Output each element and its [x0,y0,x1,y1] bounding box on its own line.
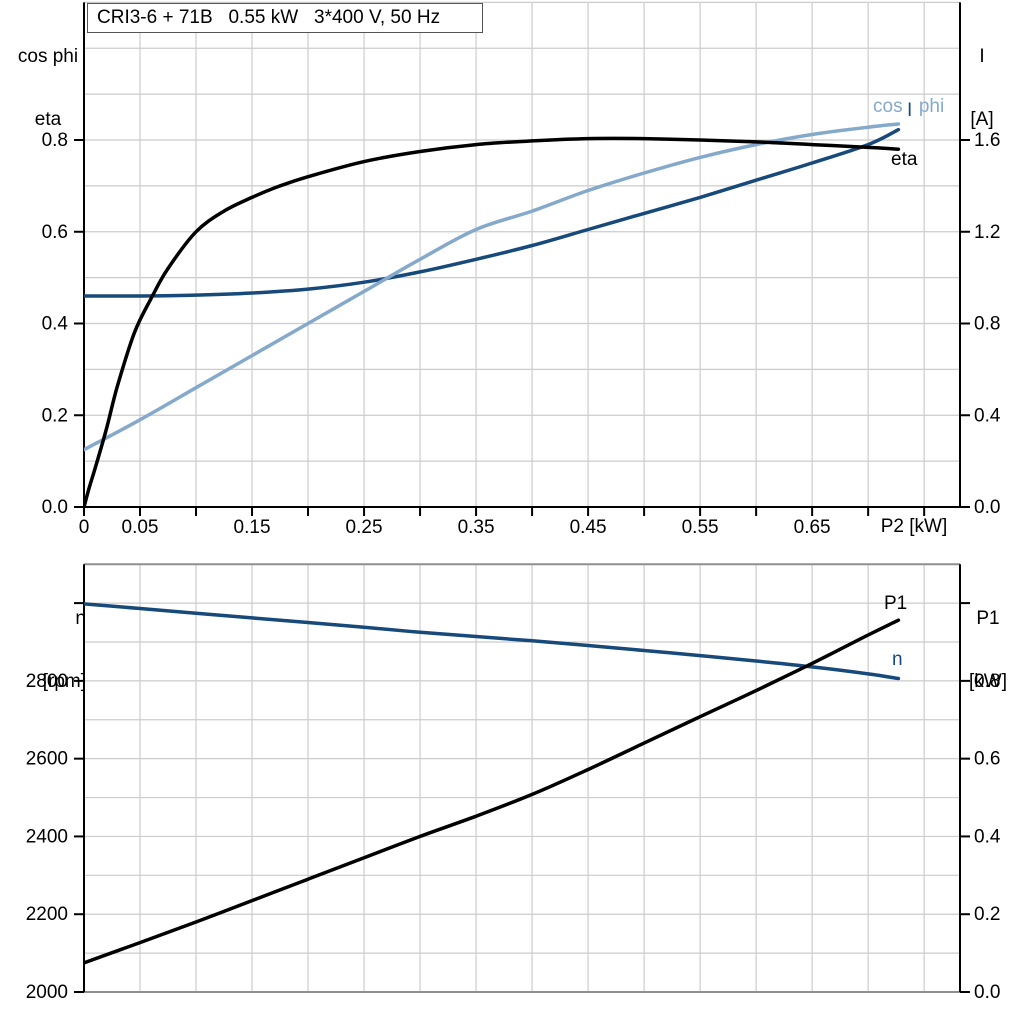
y-right-tick-label: 0.4 [974,405,1001,426]
bottom-right-axis-title: P1 [kW] [956,566,1020,734]
y-right-tick-label: 0.8 [974,314,1000,335]
bottom-right-axis-title-line1: P1 [976,608,1000,629]
x-tick-label: 0.05 [122,517,159,538]
curve-label-n: n [892,649,903,670]
top-right-axis-title-line2: [A] [970,109,994,130]
y-right-tick-label: 0.2 [974,904,1000,925]
y-right-tick-label: 1.2 [974,222,1000,243]
curves [84,602,901,965]
chart-title-box: CRI3-6 + 71B 0.55 kW 3*400 V, 50 Hz [87,3,483,33]
curve-cos_phi [84,122,901,452]
axes [83,2,961,508]
top-right-axis-title: I [A] [950,4,1014,172]
curves [84,122,901,508]
top-left-axis-title-line2: eta [34,109,62,130]
curve-eta [84,136,901,508]
y-right-tick-label: 1.6 [974,130,1000,151]
y-right-tick-label: 0.0 [974,497,1000,518]
y-left-tick-label: 0.0 [42,497,68,518]
y-left-tick-label: 0.6 [42,222,68,243]
y-left-tick-label: 0.2 [42,405,68,426]
x-tick-label: 0.15 [234,517,271,538]
y-left-tick-label: 2800 [26,671,68,692]
curve-label-cos-phi: cos phi [873,96,945,117]
bottom-left-axis-title-line2: [rpm] [42,671,86,692]
y-right-tick-label: 0.0 [974,982,1000,1003]
x-tick-label: 0.45 [570,517,607,538]
gridlines [84,563,960,992]
gridlines [84,1,960,507]
y-right-tick-label: 0.6 [974,749,1000,770]
x-tick-label: 0.55 [682,517,719,538]
curve-P1 [84,618,901,965]
top-right-axis-title-line1: I [979,46,985,67]
curve-n [84,602,901,681]
x-axis-title: P2 [kW] [880,516,948,537]
y-left-tick-label: 2000 [26,982,68,1003]
top-left-axis-title: cos phi eta [0,4,96,172]
x-tick-label: 0.25 [346,517,383,538]
y-right-tick-label: 0.8 [974,671,1000,692]
tick-labels: 2000 2200 2400 2600 2800 0.0 0.2 0.4 0.6 0.8 [26,671,1001,1003]
y-left-tick-label: 0.8 [42,130,68,151]
bottom-right-axis-title-line2: [kW] [969,671,1007,692]
curve-I [84,127,901,298]
y-left-tick-label: 0.4 [42,314,69,335]
y-left-tick-label: 2400 [26,826,68,847]
bottom-left-axis-title: n [rpm] [0,566,86,734]
top-left-axis-title-line1: cos phi [17,46,79,67]
speed-and-input-power-group: 2000 2200 2400 2600 2800 0.0 0.2 0.4 0.6 0.8 [26,563,1001,1003]
y-left-tick-label: 2600 [26,749,68,770]
curve-label-eta: eta [891,149,918,170]
bottom-left-axis-title-line1: n [75,608,86,629]
tick-labels: 0.0 0.2 0.4 0.6 0.8 0.0 0.4 0.8 1.2 1.6 0 0.05 0.15 0… [42,130,1001,538]
curve-label-p1: P1 [884,593,908,614]
axes [83,564,961,992]
motor-electrical-curves-group: 0.0 0.2 0.4 0.6 0.8 0.0 0.4 0.8 1.2 1.6 0 0.05 0.15 0… [42,1,1001,538]
x-tick-label: 0.65 [794,517,831,538]
x-tick-label: 0 [79,517,90,538]
tick-marks [74,139,970,516]
tick-marks [74,602,970,993]
y-right-tick-label: 0.4 [974,826,1001,847]
x-tick-label: 0.35 [458,517,495,538]
y-left-tick-label: 2200 [26,904,68,925]
curve-label-current: I [907,100,913,121]
